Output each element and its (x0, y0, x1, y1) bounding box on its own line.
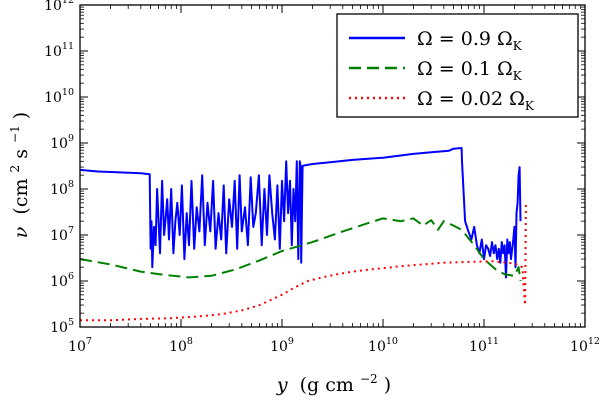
y-tick-labels: 105 106 107 108 109 1010 1011 1012 (44, 0, 74, 336)
series-line-1 (79, 147, 522, 279)
series-layer (79, 147, 527, 322)
y-tick-label: 1010 (44, 87, 74, 106)
y-tick-label: 107 (50, 225, 74, 244)
legend-label-3: Ω = 0.02 ΩK (417, 88, 535, 113)
legend-box (336, 13, 579, 118)
legend-label-1: Ω = 0.9 ΩK (417, 28, 523, 53)
x-tick-label: 1012 (570, 336, 600, 355)
y-tick-label: 106 (50, 271, 74, 290)
x-tick-label: 108 (169, 336, 193, 355)
x-tick-label: 107 (68, 336, 92, 355)
y-tick-label: 1011 (44, 41, 74, 60)
y-tick-label: 109 (50, 133, 74, 152)
y-tick-label: 108 (50, 179, 74, 198)
x-tick-labels: 107 108 109 1010 1011 1012 (68, 336, 600, 355)
legend: Ω = 0.9 ΩK Ω = 0.1 ΩK Ω = 0.02 ΩK (336, 13, 579, 118)
y-tick-label: 105 (50, 317, 74, 336)
x-tick-label: 109 (270, 336, 294, 355)
y-tick-label: 1012 (44, 0, 74, 14)
y-axis-title: ν (cm 2 s −1 ) (2, 112, 32, 238)
legend-entries: Ω = 0.9 ΩK Ω = 0.1 ΩK Ω = 0.02 ΩK (349, 28, 535, 113)
x-tick-label: 1011 (469, 336, 499, 355)
series-line-3 (80, 204, 527, 322)
tick-layer (79, 4, 586, 328)
x-axis-title: y (g cm −2 ) (276, 366, 391, 396)
plot-frame (79, 4, 586, 328)
legend-label-2: Ω = 0.1 ΩK (417, 58, 523, 83)
x-tick-label: 1010 (368, 336, 398, 355)
series-line-2 (79, 217, 522, 282)
